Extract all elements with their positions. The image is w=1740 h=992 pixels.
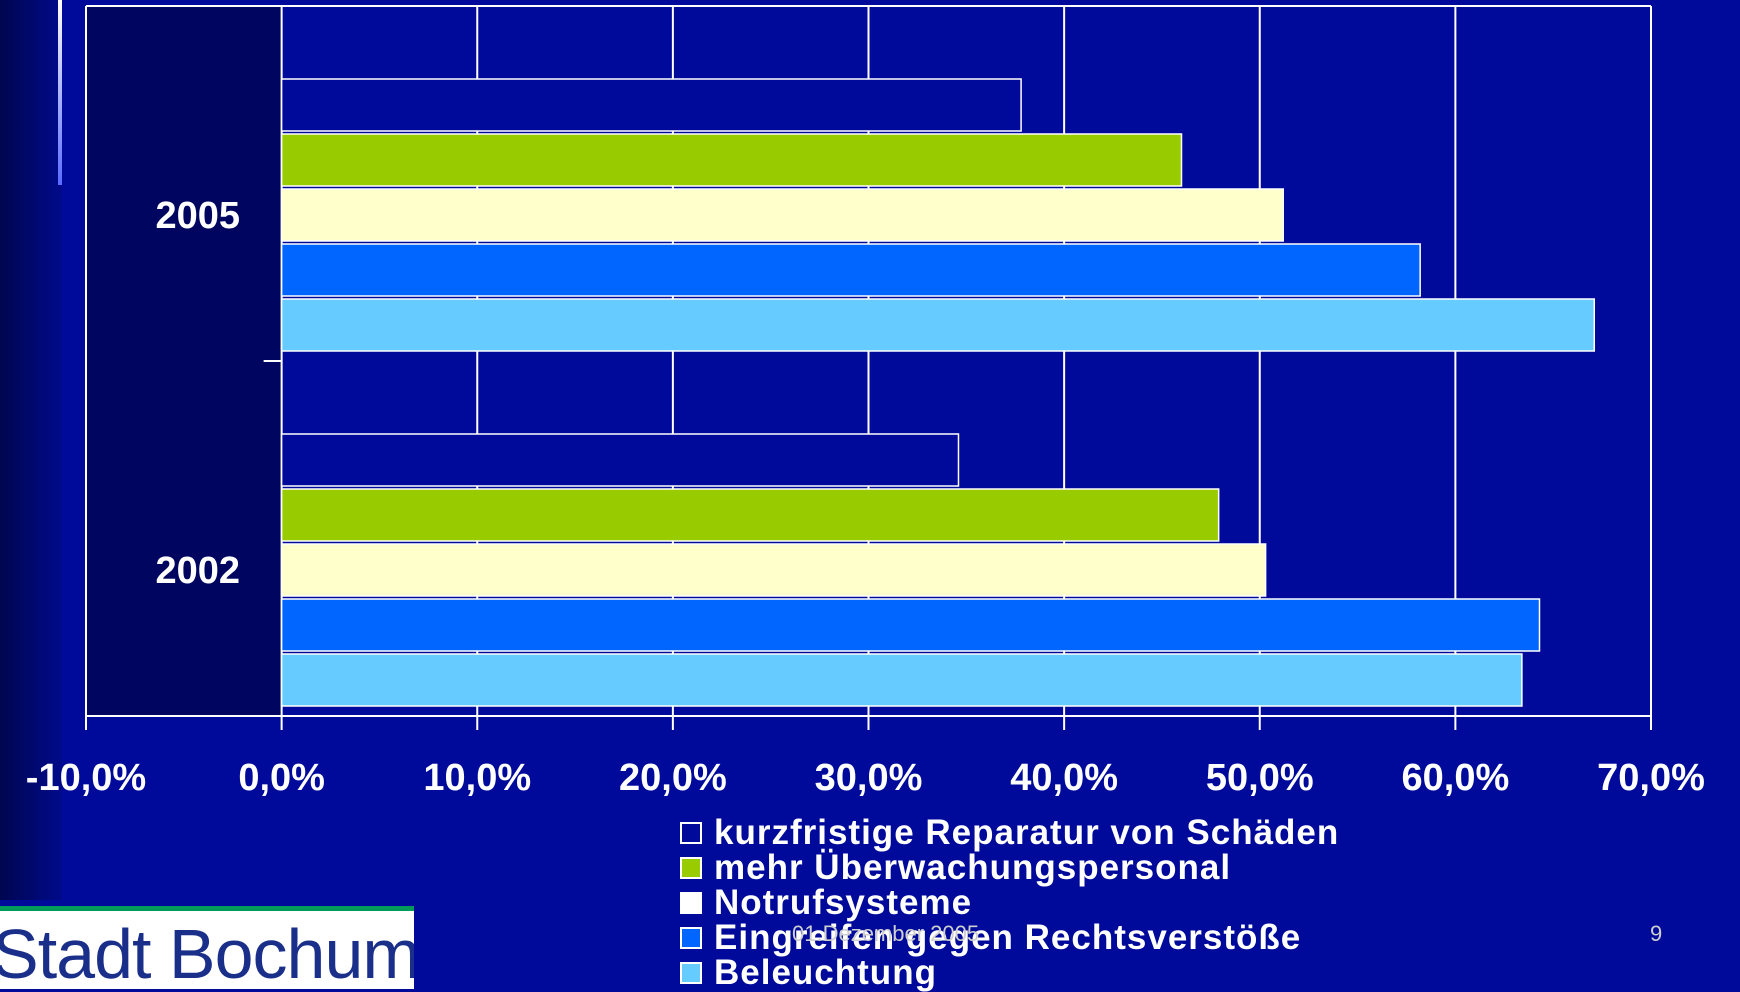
legend-label: kurzfristige Reparatur von Schäden [714, 813, 1340, 852]
legend-swatch [680, 926, 702, 949]
legend-label: Notrufsysteme [714, 883, 973, 922]
x-tick-label: 40,0% [1010, 757, 1118, 799]
category-label: 2002 [155, 550, 240, 592]
legend-item-eingreifen: Eingreifen gegen Rechtsverstöße [680, 920, 1339, 955]
legend-label: Eingreifen gegen Rechtsverstöße [714, 918, 1302, 957]
bar [280, 78, 1022, 132]
legend-item-personal: mehr Überwachungspersonal [680, 850, 1339, 885]
footer-date: 01.Dezember 2005 [792, 921, 980, 946]
stadt-bochum-logo: Stadt Bochum [0, 906, 414, 989]
legend-label: mehr Überwachungspersonal [714, 848, 1232, 887]
bar [280, 433, 960, 487]
bar-chart: -10,0% 0,0% 10,0% 20,0% 30,0% 40,0% 50,0% 60,0%… [26, 5, 1705, 799]
category-label: 2005 [155, 195, 240, 237]
background-left-band [0, 0, 62, 900]
bar [280, 598, 1541, 652]
legend-item-beleuchtung: Beleuchtung [680, 955, 1339, 990]
legend-swatch [680, 891, 702, 914]
x-tick-label: 0,0% [238, 757, 325, 799]
x-tick-label: 70,0% [1597, 757, 1705, 799]
bar [280, 653, 1523, 707]
legend-swatch [680, 821, 702, 844]
legend-item-reparatur: kurzfristige Reparatur von Schäden [680, 815, 1339, 850]
bar [280, 188, 1284, 242]
x-tick-label: 30,0% [815, 757, 923, 799]
x-tick-label: 50,0% [1206, 757, 1314, 799]
chart-legend: kurzfristige Reparatur von Schäden mehr … [680, 815, 1339, 990]
bar [280, 488, 1220, 542]
legend-swatch [680, 961, 702, 984]
bar [280, 543, 1267, 597]
plot-negative-region [86, 6, 282, 716]
x-tick-label: -10,0% [26, 757, 146, 799]
legend-label: Beleuchtung [714, 953, 937, 992]
logo-text: Stadt Bochum [0, 915, 414, 989]
logo-green-bar [0, 906, 414, 911]
x-tick-label: 10,0% [423, 757, 531, 799]
legend-swatch [680, 856, 702, 879]
page-number: 9 [1650, 921, 1663, 946]
bar [280, 133, 1183, 187]
x-tick-label: 60,0% [1402, 757, 1510, 799]
bar [280, 298, 1596, 352]
bar [280, 243, 1421, 297]
legend-item-notruf: Notrufsysteme [680, 885, 1339, 920]
x-tick-label: 20,0% [619, 757, 727, 799]
decorative-accent-line [58, 0, 62, 185]
